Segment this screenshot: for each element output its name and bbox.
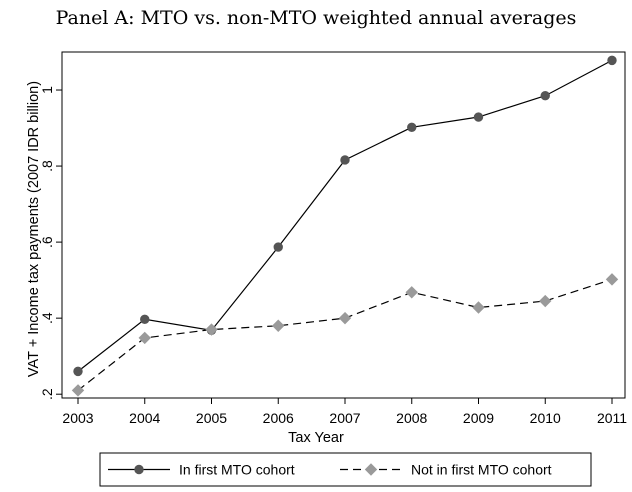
data-point bbox=[71, 384, 85, 397]
x-tick-label: 2011 bbox=[597, 410, 627, 426]
data-point bbox=[405, 286, 418, 299]
legend: In first MTO cohort Not in first MTO coho… bbox=[99, 452, 592, 487]
y-tick-label: .6 bbox=[39, 236, 55, 248]
x-tick-label: 2004 bbox=[129, 410, 160, 426]
x-tick-label: 2008 bbox=[396, 410, 427, 426]
series-2 bbox=[71, 273, 619, 397]
y-tick-label: 1 bbox=[39, 86, 55, 94]
x-tick-label: 2010 bbox=[530, 410, 561, 426]
legend-label: Not in first MTO cohort bbox=[411, 462, 552, 478]
x-axis: 2003 2004 2005 2006 2007 2008 2009 2010 2011 bbox=[62, 398, 627, 426]
x-tick-label: 2007 bbox=[329, 410, 360, 426]
legend-label: In first MTO cohort bbox=[179, 462, 295, 478]
data-point bbox=[605, 273, 619, 286]
series-line bbox=[77, 278, 613, 391]
series-line bbox=[77, 59, 613, 372]
legend-marker bbox=[364, 463, 378, 476]
data-point bbox=[540, 91, 550, 101]
data-point bbox=[73, 366, 83, 377]
plot-area-frame bbox=[61, 51, 626, 399]
data-point bbox=[473, 112, 484, 122]
legend-item-2: Not in first MTO cohort bbox=[340, 462, 552, 478]
legend-items: In first MTO cohort Not in first MTO coho… bbox=[108, 462, 552, 478]
data-point bbox=[539, 294, 552, 308]
chart-title: Panel A: MTO vs. non-MTO weighted annual… bbox=[56, 7, 577, 29]
data-point bbox=[273, 242, 283, 252]
data-point bbox=[340, 155, 350, 165]
x-axis-label: Tax Year bbox=[288, 430, 344, 446]
x-tick-label: 2006 bbox=[263, 410, 294, 426]
data-point bbox=[607, 55, 617, 66]
y-tick-label: .2 bbox=[39, 388, 55, 400]
x-tick-label: 2009 bbox=[463, 410, 494, 426]
y-tick-label: .8 bbox=[39, 160, 55, 172]
legend-item-1: In first MTO cohort bbox=[108, 462, 295, 478]
y-axis-label: VAT + Income tax payments (2007 IDR bill… bbox=[26, 81, 42, 377]
data-point bbox=[407, 122, 417, 132]
data-point bbox=[338, 311, 352, 325]
y-tick-label: .4 bbox=[39, 312, 55, 324]
y-axis: .2 .4 .6 .8 1 bbox=[39, 86, 62, 400]
data-point bbox=[138, 331, 151, 345]
series-layer bbox=[71, 55, 619, 397]
legend-marker bbox=[134, 464, 144, 475]
data-point bbox=[472, 301, 485, 314]
data-point bbox=[205, 323, 218, 336]
x-tick-label: 2005 bbox=[196, 410, 227, 426]
x-tick-label: 2003 bbox=[62, 410, 93, 426]
series-1 bbox=[73, 55, 617, 377]
data-point bbox=[140, 314, 150, 324]
data-point bbox=[272, 319, 285, 332]
